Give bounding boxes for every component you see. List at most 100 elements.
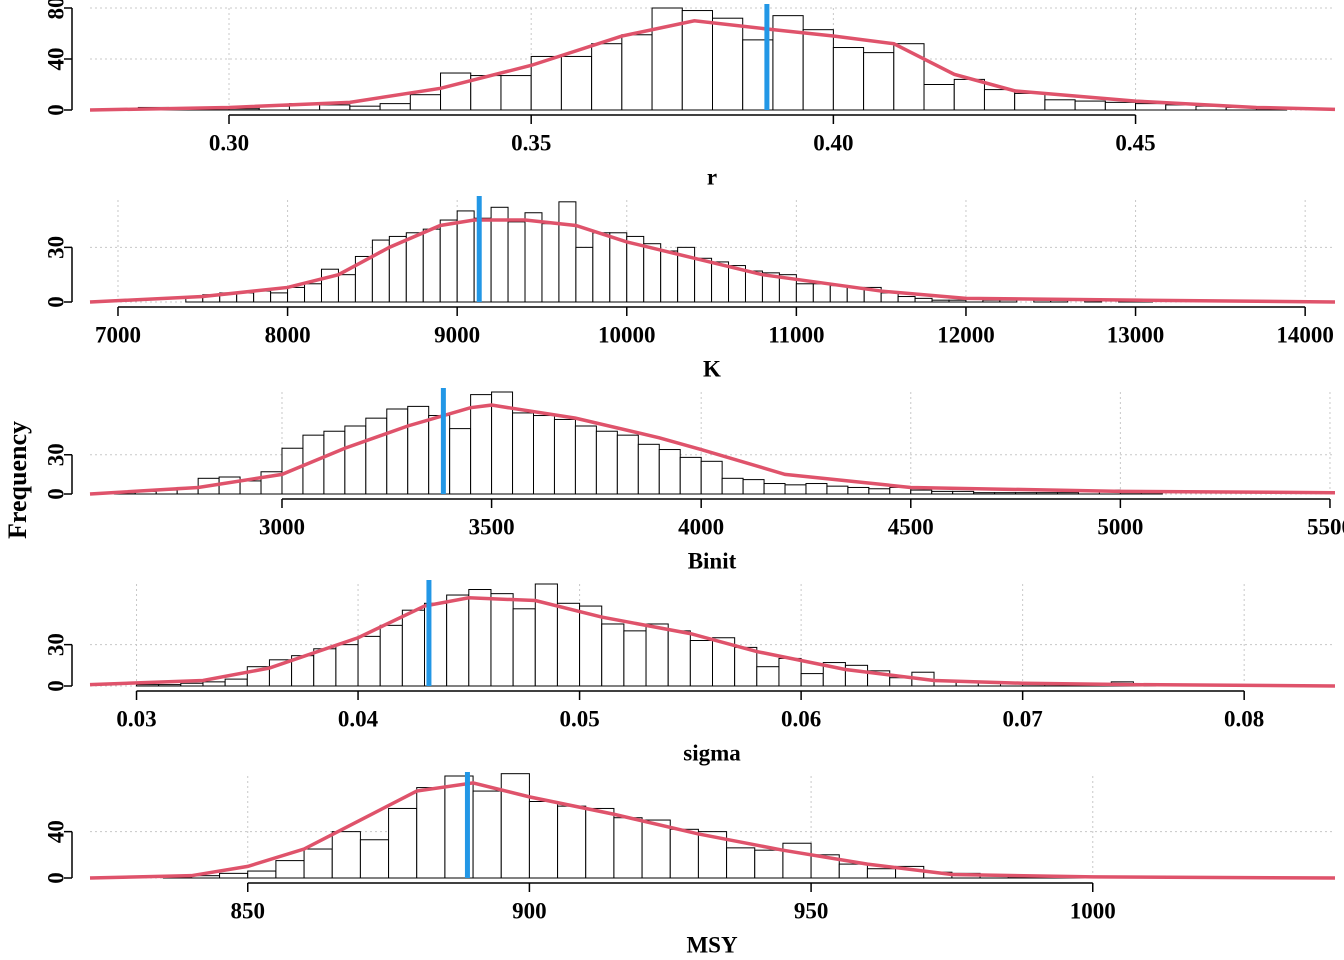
bar [349, 105, 381, 111]
bars [137, 7, 1288, 111]
bar [409, 94, 442, 111]
x-tick-label: 12000 [937, 322, 995, 347]
bar [613, 817, 643, 879]
y-tick-label: 0 [43, 680, 68, 692]
bar [379, 103, 411, 111]
bar [591, 43, 623, 111]
bars [136, 583, 1157, 687]
x-axis-label: MSY [686, 932, 738, 957]
bar [802, 29, 834, 111]
bar [893, 43, 925, 111]
bar [868, 488, 891, 495]
bar [357, 635, 381, 687]
bar [428, 415, 451, 495]
bar [500, 773, 530, 879]
bar [224, 678, 248, 687]
bar [880, 292, 899, 303]
bar [812, 283, 831, 303]
y-tick-label: 80 [43, 0, 68, 20]
bar [952, 490, 975, 495]
bar [365, 417, 388, 495]
bar [643, 243, 662, 303]
x-tick-label: 0.45 [1115, 130, 1155, 155]
panel: 0 30 3000 3500 4000 4500 5000 5500 Binit [43, 388, 1344, 573]
bar [541, 223, 560, 303]
bar [1015, 492, 1038, 495]
bar [679, 456, 702, 495]
bar [931, 490, 954, 495]
bar [344, 425, 367, 495]
bar [558, 201, 577, 303]
bar [556, 602, 581, 687]
density-curve [89, 218, 1336, 304]
panel: 0 40 80 0.30 0.35 0.40 0.45 r [43, 0, 1336, 189]
bar [623, 630, 647, 687]
bar [512, 412, 535, 495]
panel: 0 30 0.03 0.04 0.05 0.06 0.07 0.08 sigma [43, 580, 1336, 765]
y-tick-label: 30 [43, 443, 68, 466]
bar [784, 484, 807, 495]
x-tick-label: 0.05 [559, 706, 599, 731]
bar [1036, 492, 1058, 495]
bar [742, 479, 765, 495]
bar [440, 72, 472, 111]
bar [838, 863, 868, 879]
bar [388, 807, 418, 879]
x-tick-label: 0.06 [781, 706, 821, 731]
bar [405, 232, 424, 303]
bar [574, 425, 597, 495]
bar [553, 418, 576, 495]
bar [323, 430, 346, 495]
bar [592, 232, 611, 303]
bar [446, 594, 470, 687]
bar [866, 868, 897, 879]
x-tick-label: 14000 [1276, 322, 1334, 347]
x-tick-label: 3500 [469, 514, 515, 539]
bar [681, 10, 714, 111]
bar [953, 78, 985, 111]
bar [449, 428, 472, 495]
bar [533, 415, 555, 495]
bar [439, 219, 458, 303]
x-tick-label: 0.40 [813, 130, 853, 155]
x-tick-label: 850 [230, 898, 265, 923]
x-tick-label: 900 [512, 898, 547, 923]
bar [1074, 100, 1106, 111]
bar [490, 593, 514, 687]
bar [914, 297, 933, 303]
bar [1056, 492, 1079, 495]
bar [313, 648, 337, 687]
bar [641, 819, 671, 879]
bar [304, 283, 322, 303]
bar [456, 210, 475, 303]
bar [470, 394, 493, 495]
density-curve [89, 781, 1336, 880]
bars [113, 391, 1163, 495]
bar [331, 831, 361, 879]
bar [660, 250, 679, 303]
x-tick-label: 11000 [768, 322, 824, 347]
panel: 0 30 7000 8000 9000 10000 11000 12000 13000 14000… [43, 196, 1336, 381]
bar [621, 34, 653, 111]
bar [386, 408, 409, 495]
bar [180, 682, 204, 687]
bar [756, 666, 780, 687]
bar [303, 848, 333, 879]
bar [468, 589, 492, 687]
y-tick-label: 0 [43, 488, 68, 500]
bar [512, 608, 536, 687]
bar [763, 483, 786, 495]
bar [667, 630, 691, 687]
bar [239, 480, 262, 495]
bar [585, 807, 615, 879]
x-tick-label: 0.07 [1003, 706, 1043, 731]
x-tick-label: 3000 [259, 514, 305, 539]
x-tick-label: 0.03 [116, 706, 156, 731]
bar [247, 870, 277, 879]
bar [721, 477, 744, 495]
bar [560, 55, 593, 111]
bar [528, 801, 559, 879]
bar [712, 17, 744, 111]
bar [948, 299, 967, 303]
